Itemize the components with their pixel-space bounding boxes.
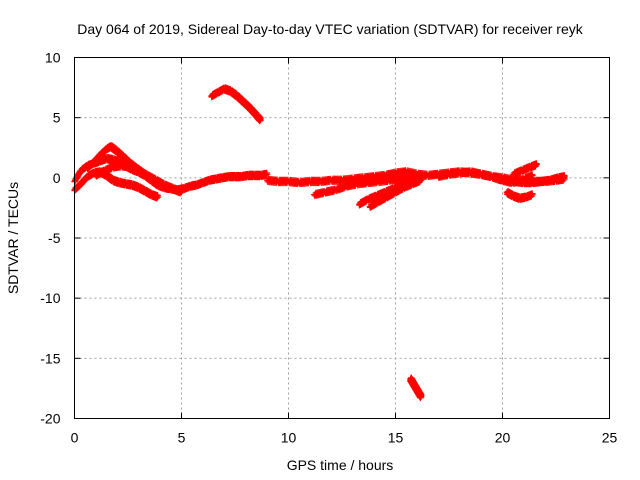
data-point-arc-high	[257, 116, 264, 124]
y-tick-label: 10	[45, 50, 61, 66]
data-point-arc-low-early	[154, 193, 162, 201]
data-point-arc-late-d	[533, 161, 540, 168]
chart-title: Day 064 of 2019, Sidereal Day-to-day VTE…	[77, 21, 583, 37]
x-tick-label: 15	[388, 430, 404, 446]
y-tick-label: -15	[40, 350, 60, 366]
y-tick-label: -5	[48, 230, 61, 246]
x-tick-label: 25	[602, 430, 618, 446]
plot-frame	[74, 57, 610, 419]
x-tick-label: 10	[281, 430, 297, 446]
x-tick-label: 20	[495, 430, 511, 446]
data-point-arc-low-outlier	[417, 394, 424, 402]
y-axis-label: SDTVAR / TECUs	[5, 182, 21, 294]
data-point-arc-dip-b	[417, 177, 425, 184]
data-point-arc-low-early	[153, 195, 161, 202]
grid	[74, 57, 610, 419]
data-point-arc-late-a	[529, 172, 536, 179]
data-points	[71, 84, 568, 402]
x-tick-label: 0	[71, 430, 79, 446]
axis-ticks: 0 5 10 15 20 25 -20 -15 -10 -5 0 5 10	[40, 50, 617, 446]
data-point-arc-mid-early	[178, 189, 185, 196]
data-point-arc-main-early	[263, 171, 271, 178]
y-tick-label: -20	[40, 411, 60, 427]
data-point-arc-mid-early	[177, 190, 184, 197]
data-point-arc-late-c	[560, 174, 567, 182]
x-axis-label: GPS time / hours	[287, 457, 394, 473]
data-point-arc-low-outlier	[417, 393, 425, 401]
y-tick-label: 0	[53, 170, 61, 186]
y-tick-label: -10	[40, 290, 60, 306]
y-tick-label: 5	[53, 110, 61, 126]
data-point-arc-late-c	[561, 173, 568, 180]
data-point-arc-high	[256, 117, 264, 125]
x-tick-label: 5	[178, 430, 186, 446]
data-point-arc-late-b	[529, 191, 536, 198]
